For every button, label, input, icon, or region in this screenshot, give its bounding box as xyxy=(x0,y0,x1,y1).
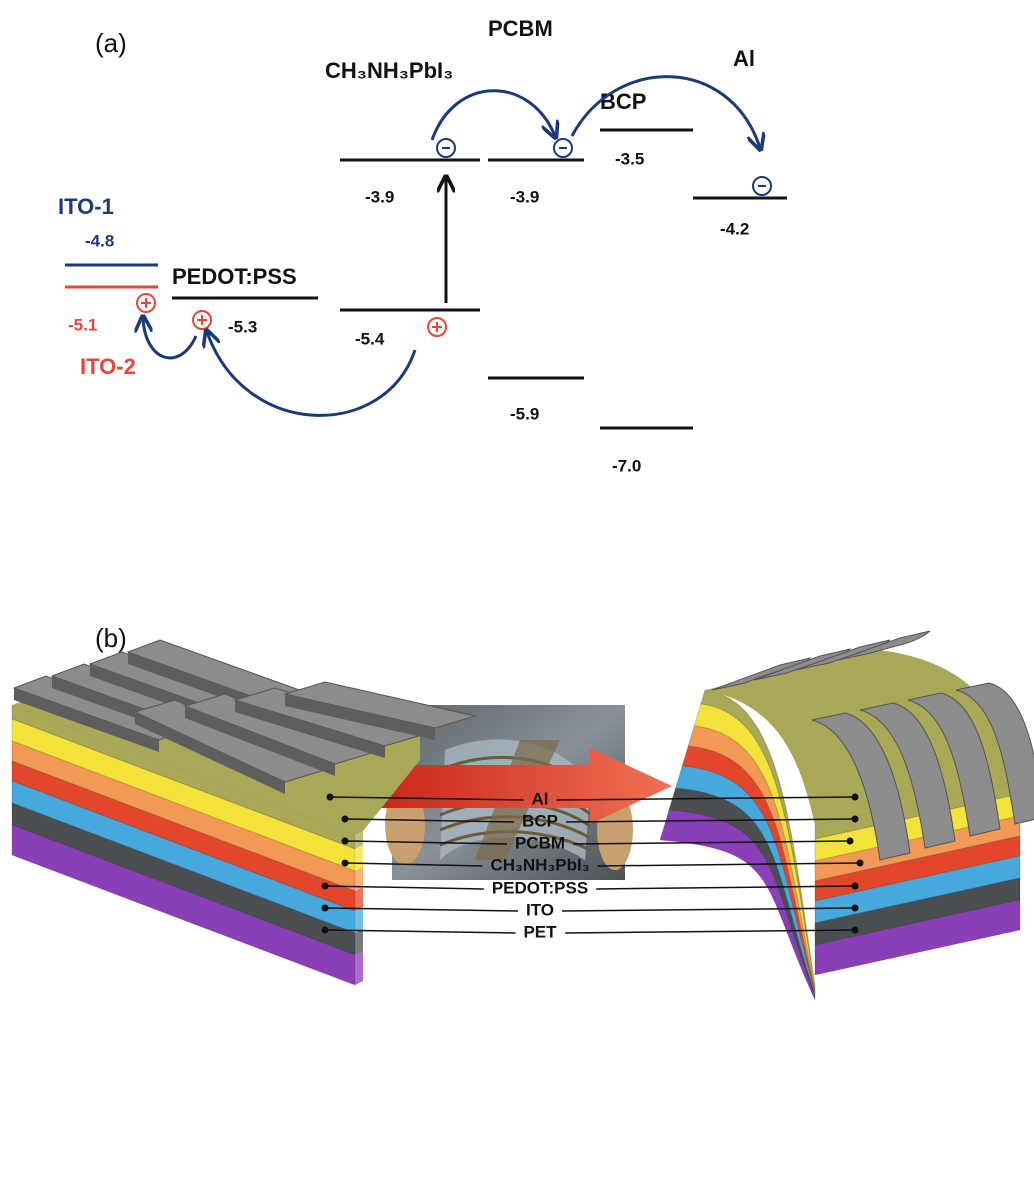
energy-value: -5.3 xyxy=(228,317,257,336)
energy-value: -3.5 xyxy=(615,149,644,168)
material-label: Al xyxy=(733,46,755,71)
layer-label: CH₃NH₃PbI₃ xyxy=(490,855,589,874)
material-label: ITO-2 xyxy=(80,354,136,379)
device-layer-side xyxy=(355,951,363,985)
leader-line xyxy=(565,930,855,933)
leader-dot xyxy=(857,860,864,867)
leader-dot xyxy=(852,927,859,934)
device-layer-side xyxy=(355,907,363,933)
page: (a) ITO-1 -4.8 -5.1 ITO-2 PEDOT:PSS -5.3 CH₃NH₃… xyxy=(0,0,1034,1188)
device-layer-side xyxy=(355,887,363,911)
energy-value: -3.9 xyxy=(365,187,394,206)
device-layer-side xyxy=(355,929,363,955)
energy-value: -7.0 xyxy=(612,456,641,475)
leader-dot xyxy=(322,927,329,934)
panel-label: (b) xyxy=(95,623,127,653)
material-label: PCBM xyxy=(488,16,553,41)
material-label: PEDOT:PSS xyxy=(172,264,297,289)
device-layer-side xyxy=(355,845,363,871)
leader-dot xyxy=(342,838,349,845)
energy-value: -5.9 xyxy=(510,404,539,423)
material-label: ITO-1 xyxy=(58,194,114,219)
energy-value: -5.4 xyxy=(355,329,385,348)
layer-label: ITO xyxy=(526,900,554,919)
layer-label: PEDOT:PSS xyxy=(492,878,588,897)
leader-dot xyxy=(847,838,854,845)
energy-value: -5.1 xyxy=(68,315,97,334)
energy-value: -4.2 xyxy=(720,219,749,238)
layer-label: Al xyxy=(532,789,549,808)
leader-dot xyxy=(852,883,859,890)
energy-value: -4.8 xyxy=(85,231,114,250)
leader-dot xyxy=(342,816,349,823)
panel-label: (a) xyxy=(95,28,127,58)
transfer-arrow xyxy=(143,318,196,358)
leader-dot xyxy=(852,794,859,801)
leader-dot xyxy=(852,905,859,912)
figure: (a) ITO-1 -4.8 -5.1 ITO-2 PEDOT:PSS -5.3 CH₃NH₃… xyxy=(0,0,1034,1188)
leader-dot xyxy=(322,883,329,890)
leader-dot xyxy=(322,905,329,912)
layer-label: PCBM xyxy=(515,833,565,852)
leader-dot xyxy=(852,816,859,823)
layer-label: BCP xyxy=(522,811,558,830)
leader-line xyxy=(562,908,855,911)
leader-dot xyxy=(327,794,334,801)
transfer-arrow xyxy=(432,91,555,140)
layer-label: PET xyxy=(523,922,557,941)
leader-dot xyxy=(342,860,349,867)
material-label: BCP xyxy=(600,89,646,114)
energy-value: -3.9 xyxy=(510,187,539,206)
material-label: CH₃NH₃PbI₃ xyxy=(325,58,453,83)
